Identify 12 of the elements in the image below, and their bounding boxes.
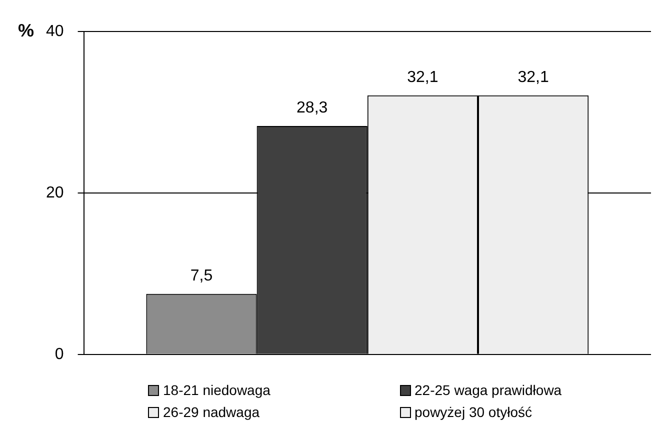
y-tick-label: 40 — [46, 23, 64, 40]
data-label: 28,3 — [296, 99, 328, 116]
data-label: 32,1 — [407, 68, 438, 86]
legend-label: 18-21 niedowaga — [163, 382, 270, 398]
legend-label: 22-25 waga prawidłowa — [414, 382, 562, 398]
y-tick-label: 20 — [46, 184, 64, 202]
legend-label: powyżej 30 otyłość — [414, 404, 532, 420]
data-label: 7,5 — [190, 267, 213, 284]
legend-label: 26-29 nadwaga — [163, 404, 260, 420]
data-label: 32,1 — [518, 68, 549, 86]
y-axis-title: % — [18, 20, 34, 41]
y-tick-label: 0 — [54, 346, 64, 363]
